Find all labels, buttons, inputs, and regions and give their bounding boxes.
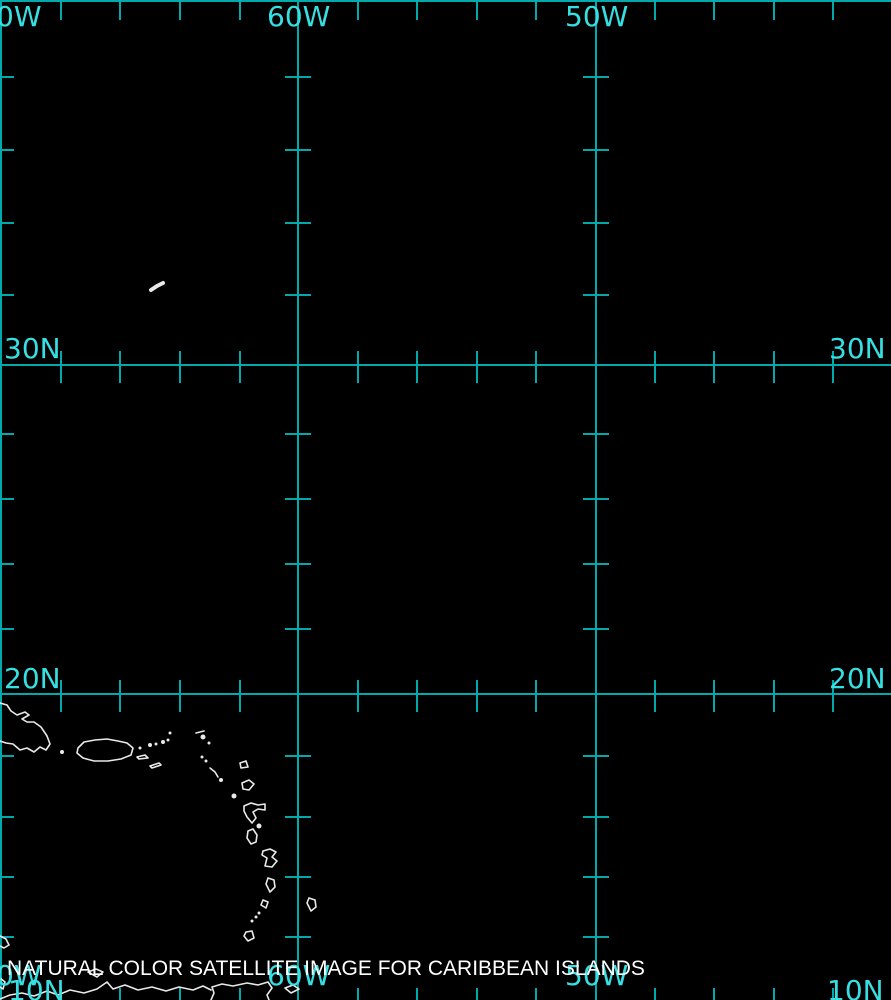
grid-label-20n-right: 20N — [829, 662, 886, 695]
island-dot — [207, 741, 211, 745]
hispaniola-coast — [0, 702, 51, 753]
island-dot — [250, 919, 254, 923]
guadeloupe — [243, 802, 266, 824]
grid-label-bottom-70w: 0W — [0, 959, 42, 992]
grid-label-30n-right: 30N — [829, 332, 886, 365]
margarita — [87, 968, 104, 978]
anguilla — [195, 730, 205, 734]
island-dot — [219, 778, 223, 782]
grid-label-30n-left: 30N — [4, 332, 61, 365]
left-edge-islet-b — [0, 977, 6, 990]
st-croix — [149, 762, 162, 769]
island-dot — [231, 793, 237, 799]
island-dot — [204, 759, 208, 763]
grid-label-top-70w: 0W — [0, 0, 42, 33]
grid-label-20n-left: 20N — [4, 662, 61, 695]
st-lucia — [265, 877, 276, 893]
grid-label-10n-left: 10N — [8, 974, 65, 1000]
caption-block: NATURAL COLOR SATELLITE IMAGE FOR CARIBB… — [7, 914, 645, 1000]
island-dot — [161, 740, 165, 744]
grid-label-top-60w: 60W — [267, 0, 331, 33]
island-dot — [257, 911, 261, 915]
island-dot — [60, 750, 64, 754]
island-dot — [148, 743, 152, 747]
grid-label-10n-right: 10N — [827, 974, 884, 1000]
venezuela-coast — [0, 981, 212, 1000]
island-dot — [154, 742, 158, 746]
tobago — [284, 984, 300, 994]
st-vincent — [260, 899, 269, 909]
island-dot — [168, 731, 172, 735]
grid-label-bottom-50w: 50W — [565, 959, 629, 992]
island-dot — [166, 738, 170, 742]
left-edge-islet-a — [0, 935, 10, 949]
bermuda — [149, 281, 165, 292]
grenada — [243, 930, 255, 942]
island-dot — [256, 823, 262, 829]
trinidad — [210, 981, 273, 1000]
martinique — [261, 848, 278, 868]
grid-label-top-50w: 50W — [565, 0, 629, 33]
vieques — [136, 754, 149, 760]
st-kitts — [209, 767, 219, 778]
antigua — [241, 779, 255, 791]
island-dot — [254, 915, 258, 919]
caption-title: NATURAL COLOR SATELLITE IMAGE FOR CARIBB… — [7, 957, 645, 980]
island-dot — [200, 755, 204, 759]
barbuda — [239, 760, 249, 769]
dominica — [246, 828, 258, 845]
grid-label-bottom-60w: 60W — [267, 959, 331, 992]
puerto-rico — [76, 738, 134, 762]
island-dot — [200, 734, 206, 740]
island-dot — [138, 746, 142, 750]
barbados — [306, 897, 317, 912]
